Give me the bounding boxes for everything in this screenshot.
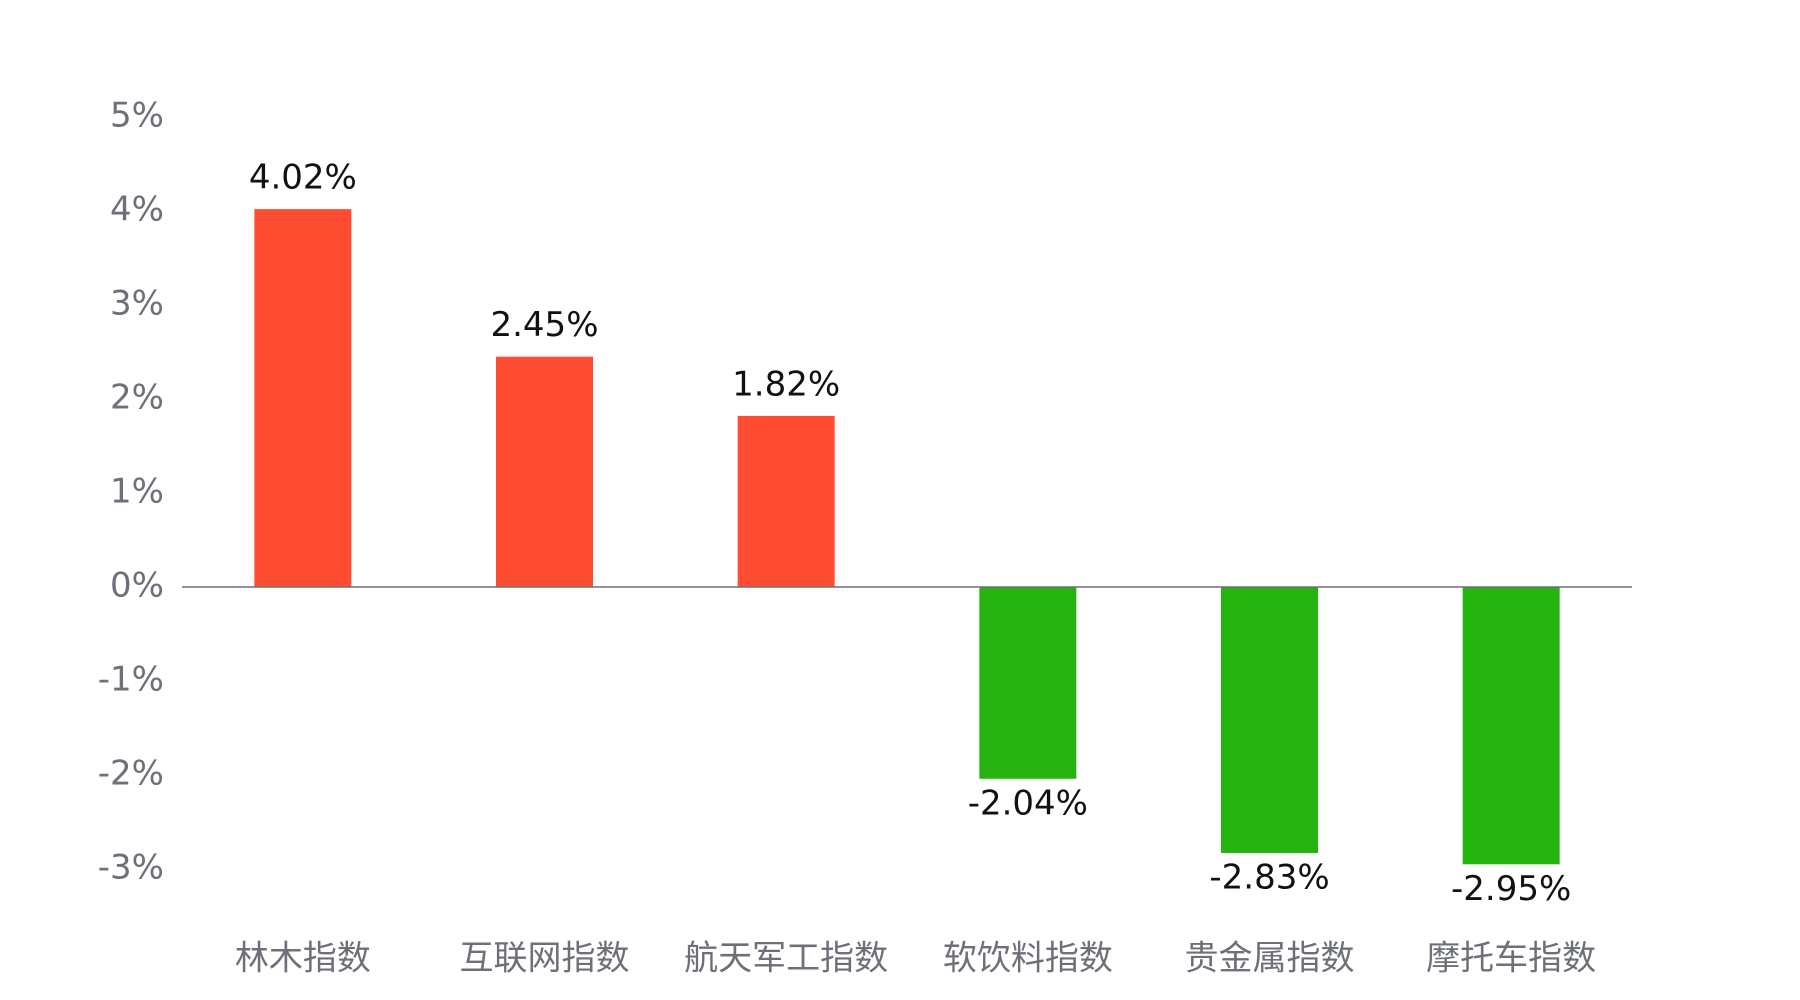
value-label: -2.95%: [1451, 869, 1571, 909]
y-tick-label: 0%: [110, 566, 164, 606]
y-tick-label: 4%: [110, 190, 164, 230]
value-label: 2.45%: [490, 305, 598, 345]
y-tick-label: -1%: [98, 660, 164, 700]
x-tick-label: 摩托车指数: [1426, 939, 1596, 979]
y-tick-label: 3%: [110, 284, 164, 324]
x-tick-label: 航天军工指数: [684, 939, 888, 979]
value-label: -2.83%: [1209, 858, 1329, 898]
y-tick-label: 5%: [110, 96, 164, 136]
x-tick-label: 互联网指数: [460, 939, 630, 979]
value-label: -2.04%: [968, 783, 1088, 823]
bar: [1221, 587, 1318, 854]
y-tick-label: -2%: [98, 754, 164, 794]
bar: [1462, 587, 1560, 865]
x-tick-label: 软饮料指数: [943, 939, 1113, 979]
y-tick-label: 2%: [110, 378, 164, 418]
bar: [496, 356, 593, 587]
bar: [979, 587, 1077, 779]
y-tick-label: -3%: [98, 848, 164, 888]
value-label: 1.82%: [732, 364, 840, 404]
y-tick-label: 1%: [110, 472, 164, 512]
bar: [737, 415, 835, 587]
x-tick-label: 林木指数: [235, 939, 371, 979]
x-tick-label: 贵金属指数: [1185, 939, 1355, 979]
bar: [254, 209, 352, 587]
value-label: 4.02%: [249, 158, 357, 198]
